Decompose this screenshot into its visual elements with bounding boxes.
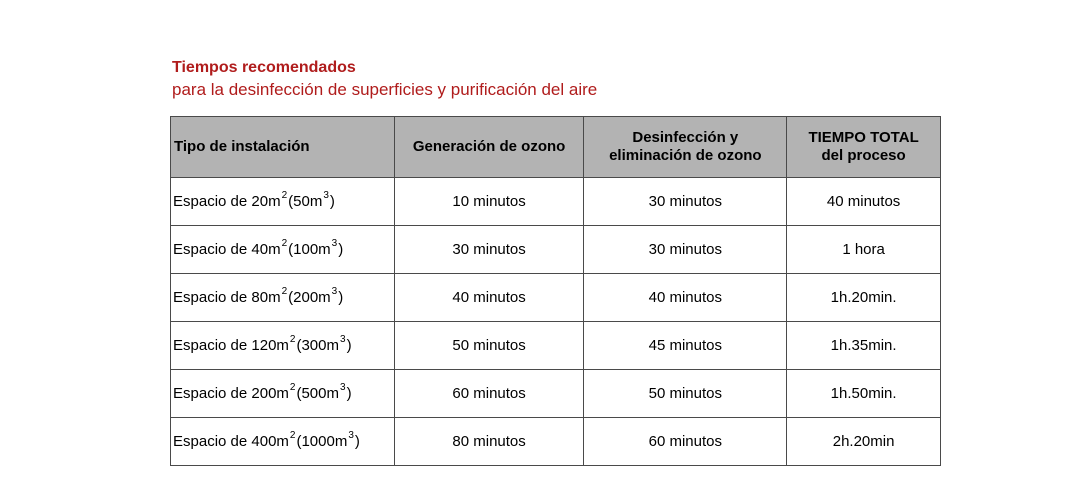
header-disinfection-line2: eliminación de ozono [609, 147, 762, 164]
table-row: Espacio de 80m2(200m3) 40 minutos 40 min… [170, 273, 941, 322]
table-row: Espacio de 20m2(50m3) 10 minutos 30 minu… [170, 177, 941, 226]
cell-generation: 40 minutos [393, 273, 585, 322]
table-row: Espacio de 200m2(500m3) 60 minutos 50 mi… [170, 369, 941, 418]
superscript: 2 [289, 334, 296, 345]
table-row: Espacio de 40m2(100m3) 30 minutos 30 min… [170, 225, 941, 274]
header-ozone-generation: Generación de ozono [393, 116, 585, 178]
superscript: 3 [323, 190, 329, 201]
volume-label: (100m [288, 241, 331, 258]
superscript: 3 [331, 286, 338, 297]
ozone-times-table: Tipo de instalación Generación de ozono … [170, 116, 941, 466]
cell-total: 2h.20min [786, 417, 941, 466]
table-header-row: Tipo de instalación Generación de ozono … [170, 116, 941, 178]
header-total-time: TIEMPO TOTAL del proceso [786, 116, 941, 178]
superscript: 2 [289, 430, 296, 441]
cell-space: Espacio de 80m2(200m3) [170, 273, 395, 322]
cell-disinfection: 45 minutos [583, 321, 788, 370]
cell-space: Espacio de 200m2(500m3) [170, 369, 395, 418]
cell-total: 1 hora [786, 225, 941, 274]
volume-label: (200m [288, 289, 331, 306]
header-total-time-line1: TIEMPO TOTAL [808, 129, 919, 146]
header-disinfection-line1: Desinfección y [632, 129, 739, 146]
cell-generation: 10 minutos [393, 177, 585, 226]
space-label: Espacio de 120m [173, 337, 289, 354]
cell-disinfection: 30 minutos [583, 177, 788, 226]
superscript: 3 [340, 334, 346, 345]
header-installation-type: Tipo de instalación [170, 116, 395, 178]
cell-disinfection: 50 minutos [583, 369, 788, 418]
cell-generation: 50 minutos [393, 321, 585, 370]
superscript: 2 [281, 286, 288, 297]
cell-disinfection: 60 minutos [583, 417, 788, 466]
page-subtitle: para la desinfección de superficies y pu… [172, 80, 598, 99]
volume-label: (500m [296, 385, 339, 402]
cell-space: Espacio de 120m2(300m3) [170, 321, 395, 370]
space-label: Espacio de 20m [173, 193, 281, 210]
volume-label: (1000m [296, 433, 348, 450]
close-paren: ) [354, 433, 360, 450]
cell-generation: 80 minutos [393, 417, 585, 466]
cell-total: 1h.50min. [786, 369, 941, 418]
cell-disinfection: 40 minutos [583, 273, 788, 322]
header-disinfection: Desinfección y eliminación de ozono [583, 116, 788, 178]
superscript: 2 [281, 190, 288, 201]
space-label: Espacio de 40m [173, 241, 281, 258]
superscript: 3 [340, 382, 346, 393]
cell-total: 40 minutos [786, 177, 941, 226]
space-label: Espacio de 80m [173, 289, 281, 306]
header-ozone-generation-line1: Generación de ozono [412, 138, 566, 155]
volume-label: (50m [288, 193, 323, 210]
close-paren: ) [346, 385, 352, 402]
cell-disinfection: 30 minutos [583, 225, 788, 274]
superscript: 3 [331, 238, 338, 249]
space-label: Espacio de 400m [173, 433, 289, 450]
cell-generation: 60 minutos [393, 369, 585, 418]
heading: Tiempos recomendados para la desinfecció… [172, 58, 597, 101]
space-label: Espacio de 200m [173, 385, 289, 402]
cell-space: Espacio de 40m2(100m3) [170, 225, 395, 274]
header-total-time-line2: del proceso [821, 147, 906, 164]
superscript: 3 [348, 430, 354, 441]
close-paren: ) [338, 289, 344, 306]
superscript: 2 [281, 238, 288, 249]
cell-space: Espacio de 400m2(1000m3) [170, 417, 395, 466]
close-paren: ) [338, 241, 344, 258]
volume-label: (300m [296, 337, 339, 354]
header-installation-type-line1: Tipo de instalación [174, 138, 310, 155]
superscript: 2 [289, 382, 296, 393]
close-paren: ) [346, 337, 352, 354]
page-title: Tiempos recomendados [172, 59, 356, 76]
table-row: Espacio de 120m2(300m3) 50 minutos 45 mi… [170, 321, 941, 370]
cell-total: 1h.20min. [786, 273, 941, 322]
cell-generation: 30 minutos [393, 225, 585, 274]
table-row: Espacio de 400m2(1000m3) 80 minutos 60 m… [170, 417, 941, 466]
close-paren: ) [329, 193, 335, 210]
cell-total: 1h.35min. [786, 321, 941, 370]
cell-space: Espacio de 20m2(50m3) [170, 177, 395, 226]
